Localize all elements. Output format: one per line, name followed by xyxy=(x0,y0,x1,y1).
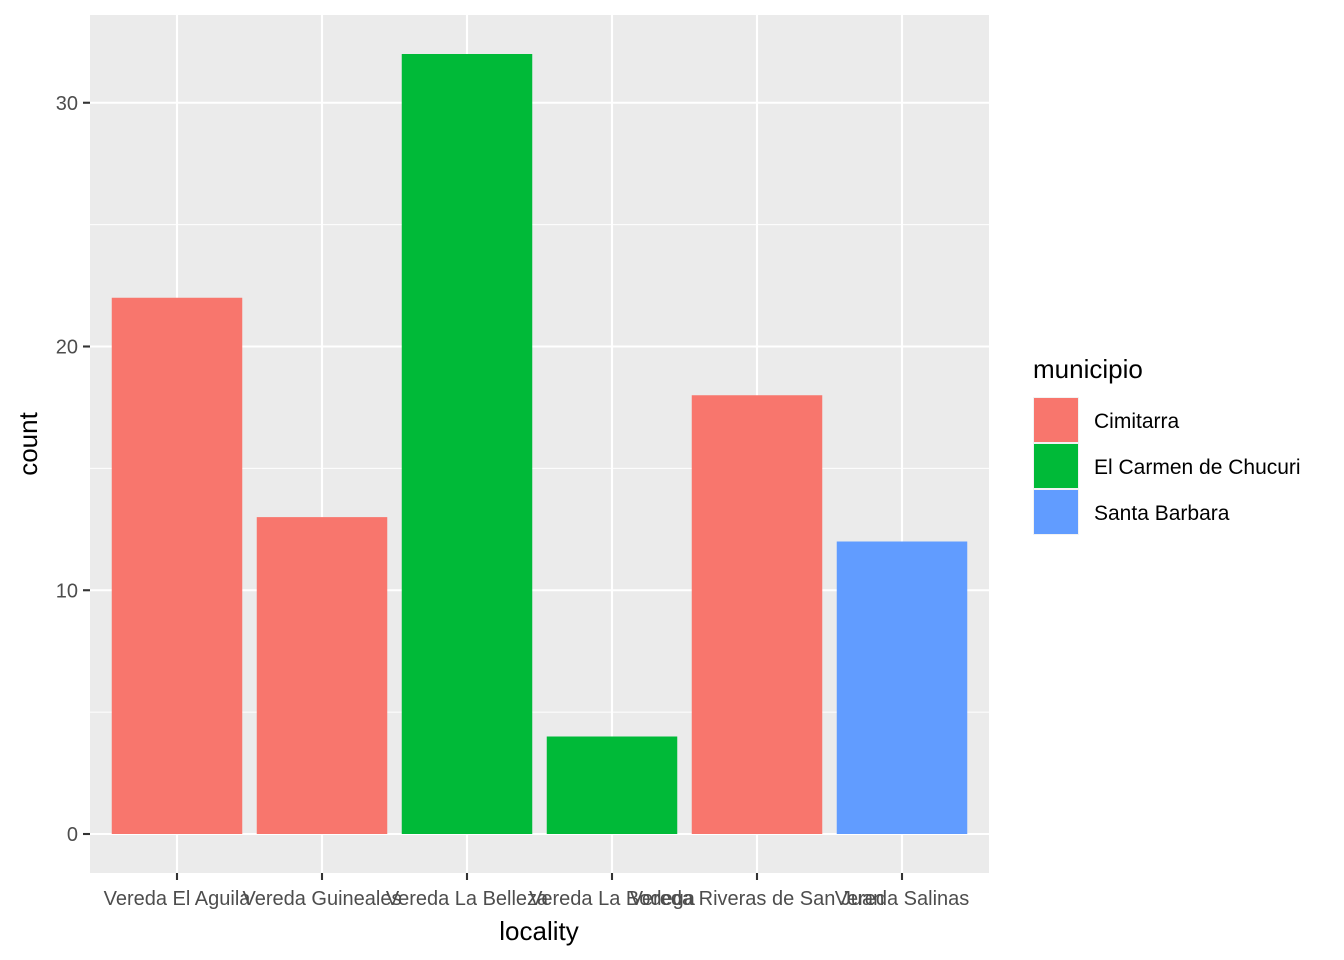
y-tick-label: 30 xyxy=(56,93,78,115)
legend-swatch xyxy=(1034,444,1078,488)
x-tick-label: Vereda El Aguila xyxy=(104,888,252,910)
y-tick-label: 10 xyxy=(56,580,78,602)
y-axis-title: count xyxy=(13,411,43,475)
bar xyxy=(546,736,678,834)
legend-label: El Carmen de Chucuri xyxy=(1094,456,1301,479)
x-tick-label: Vereda La Bodega xyxy=(529,888,696,910)
bar xyxy=(111,297,243,834)
legend-title: municipio xyxy=(1033,354,1143,384)
legend-label: Santa Barbara xyxy=(1094,502,1230,525)
bar xyxy=(401,54,533,834)
legend: municipio Cimitarra El Carmen de Chucuri S… xyxy=(1033,354,1301,535)
x-tick-label: Vereda Riveras de San Juan xyxy=(630,888,885,910)
y-tick-label: 20 xyxy=(56,337,78,359)
bar xyxy=(691,395,823,834)
y-axis: 0 10 20 30 xyxy=(56,93,90,846)
x-axis-title: locality xyxy=(499,916,578,946)
bar xyxy=(256,517,388,834)
x-tick-label: Vereda La Belleza xyxy=(386,888,549,910)
legend-label: Cimitarra xyxy=(1094,410,1179,433)
legend-swatch xyxy=(1034,398,1078,442)
y-tick-label: 0 xyxy=(67,824,78,846)
bars xyxy=(111,54,968,834)
x-tick-label: Vereda Salinas xyxy=(835,888,970,910)
legend-swatch xyxy=(1034,490,1078,534)
x-tick-label: Vereda Guineales xyxy=(242,888,401,910)
bar xyxy=(836,541,968,834)
